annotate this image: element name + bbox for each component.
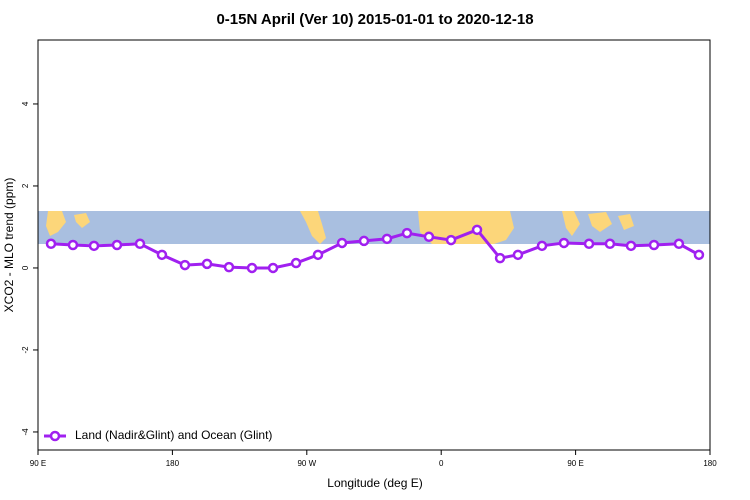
- plot-frame: [37, 39, 711, 451]
- x-tick-label: 0: [439, 459, 444, 468]
- data-point: [156, 249, 168, 261]
- map-band: [38, 211, 710, 244]
- data-point: [445, 234, 457, 246]
- y-tick-label: -2: [21, 346, 30, 354]
- x-tick-label: 90 E: [30, 459, 46, 468]
- data-point: [223, 261, 235, 273]
- data-point: [45, 238, 57, 250]
- legend-label: Land (Nadir&Glint) and Ocean (Glint): [75, 428, 272, 442]
- data-point: [358, 235, 370, 247]
- data-point: [423, 231, 435, 243]
- data-point: [401, 227, 413, 239]
- data-point: [179, 259, 191, 271]
- data-point: [558, 237, 570, 249]
- data-point: [111, 239, 123, 251]
- data-point: [494, 252, 506, 264]
- data-point: [290, 257, 302, 269]
- data-point: [134, 238, 146, 250]
- data-point: [625, 240, 637, 252]
- y-tick-label: -4: [21, 428, 30, 436]
- legend-marker: [49, 430, 61, 442]
- data-point: [536, 240, 548, 252]
- data-point: [583, 238, 595, 250]
- data-point: [381, 233, 393, 245]
- data-point: [67, 239, 79, 251]
- data-point: [693, 249, 705, 261]
- chart-title: 0-15N April (Ver 10) 2015-01-01 to 2020-…: [216, 11, 533, 28]
- data-point: [648, 239, 660, 251]
- y-tick-label: 2: [21, 183, 30, 188]
- data-point: [201, 258, 213, 270]
- x-axis-label: Longitude (deg E): [327, 476, 422, 490]
- x-tick-label: 90 E: [567, 459, 583, 468]
- data-point: [267, 262, 279, 274]
- x-tick-label: 180: [166, 459, 180, 468]
- data-point: [246, 262, 258, 274]
- data-point: [471, 224, 483, 236]
- data-point: [673, 238, 685, 250]
- y-axis-label: XCO2 - MLO trend (ppm): [2, 178, 16, 313]
- x-tick-label: 90 W: [297, 459, 316, 468]
- y-tick-label: 4: [21, 101, 30, 106]
- x-tick-label: 180: [703, 459, 717, 468]
- data-point: [88, 240, 100, 252]
- y-tick-label: 0: [21, 265, 30, 270]
- data-point: [312, 249, 324, 261]
- data-point: [336, 237, 348, 249]
- data-point: [604, 238, 616, 250]
- data-point: [512, 249, 524, 261]
